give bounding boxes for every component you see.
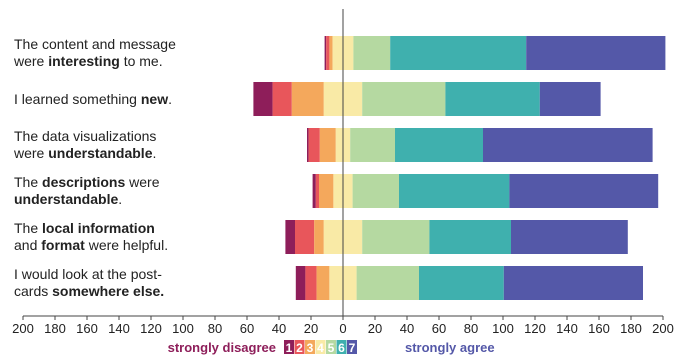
x-tick-label: 200 <box>652 321 674 336</box>
x-tick-label: 120 <box>140 321 162 336</box>
bar-segment-row5-level2 <box>295 220 315 254</box>
bar-segment-row6-level7 <box>503 266 643 300</box>
x-tick-label: 20 <box>304 321 318 336</box>
question-label-row1: The content and message were interesting … <box>14 36 176 69</box>
bar-segment-row2-level7 <box>539 82 601 116</box>
bar-segment-row6-level5 <box>356 266 419 300</box>
bar-segment-row5-level3 <box>314 220 324 254</box>
x-tick-label: 180 <box>44 321 66 336</box>
bar-segment-row3-level1 <box>307 128 309 162</box>
bar-segment-row1-level6 <box>390 36 527 70</box>
question-label-row5: The local information and format were hel… <box>14 220 169 253</box>
legend-swatch-number: 1 <box>286 341 293 355</box>
bar-segment-row4-level7 <box>509 174 659 208</box>
bar-segment-row2-level3 <box>291 82 324 116</box>
x-tick-label: 60 <box>432 321 446 336</box>
x-tick-label: 140 <box>556 321 578 336</box>
question-label-row2: I learned something new. <box>14 90 172 107</box>
bar-segment-row5-level1 <box>285 220 295 254</box>
x-tick-label: 80 <box>464 321 478 336</box>
x-tick-label: 160 <box>76 321 98 336</box>
bar-segment-row6-level1 <box>295 266 306 300</box>
bar-segment-row1-level5 <box>353 36 391 70</box>
question-label-row4: The descriptions were understandable. <box>14 174 160 207</box>
x-tick-label: 0 <box>339 321 346 336</box>
bar-segment-row1-level1 <box>324 36 327 70</box>
bar-segment-row6-level6 <box>419 266 504 300</box>
bar-segment-row6-level3 <box>316 266 330 300</box>
legend-swatch-1 <box>284 340 294 354</box>
x-tick-label: 140 <box>108 321 130 336</box>
legend-right-label: strongly agree <box>405 340 495 355</box>
legend-swatch-3 <box>305 340 315 354</box>
x-tick-label: 100 <box>492 321 514 336</box>
x-tick-label: 200 <box>12 321 34 336</box>
legend-swatch-2 <box>294 340 305 354</box>
legend-swatch-number: 6 <box>338 341 345 355</box>
bar-segment-row1-level3 <box>329 36 333 70</box>
legend-swatch-7 <box>347 340 357 354</box>
bar-segment-row4-level5 <box>352 174 399 208</box>
bar-segment-row4-level6 <box>399 174 510 208</box>
x-tick-label: 120 <box>524 321 546 336</box>
x-tick-label: 160 <box>588 321 610 336</box>
bar-segment-row2-level2 <box>272 82 292 116</box>
legend-swatch-4 <box>315 340 326 354</box>
x-tick-label: 40 <box>400 321 414 336</box>
bar-segment-row4-level1 <box>312 174 316 208</box>
bar-segment-row3-level2 <box>308 128 320 162</box>
bar-segment-row5-level5 <box>362 220 430 254</box>
legend-swatch-number: 2 <box>296 341 303 355</box>
legend-swatch-number: 4 <box>317 341 324 355</box>
legend-swatch-5 <box>326 340 336 354</box>
bar-segment-row6-level2 <box>305 266 317 300</box>
bar-segment-row2-level5 <box>362 82 446 116</box>
legend-swatch-number: 3 <box>307 341 314 355</box>
x-tick-label: 100 <box>172 321 194 336</box>
x-tick-label: 20 <box>368 321 382 336</box>
x-tick-label: 40 <box>272 321 286 336</box>
x-tick-label: 180 <box>620 321 642 336</box>
bar-segment-row1-level7 <box>526 36 666 70</box>
legend-left-label: strongly disagree <box>168 340 276 355</box>
legend-swatch-number: 5 <box>328 341 335 355</box>
bar-segment-row4-level3 <box>319 174 334 208</box>
bar-segment-row2-level6 <box>445 82 540 116</box>
bar-segment-row1-level2 <box>326 36 330 70</box>
bar-segment-row3-level6 <box>395 128 483 162</box>
bar-segment-row2-level1 <box>253 82 273 116</box>
bar-segment-row3-level3 <box>319 128 336 162</box>
x-tick-label: 80 <box>208 321 222 336</box>
bar-segment-row4-level2 <box>315 174 319 208</box>
bar-segment-row3-level5 <box>350 128 395 162</box>
question-label-row3: The data visualizations were understandab… <box>14 128 157 161</box>
bar-segment-row5-level6 <box>429 220 511 254</box>
bars-group <box>253 36 666 300</box>
bar-segment-row3-level7 <box>483 128 653 162</box>
legend-swatch-number: 7 <box>349 341 356 355</box>
x-axis-ticks: 200 180 160 140 120 100 80 60 40 20 0 20 40 60 80 100 12… <box>12 316 674 336</box>
legend-swatch-6 <box>336 340 347 354</box>
bar-segment-row5-level7 <box>511 220 628 254</box>
question-label-row6: I would look at the post-cards somewhere… <box>14 266 165 299</box>
x-tick-label: 60 <box>240 321 254 336</box>
